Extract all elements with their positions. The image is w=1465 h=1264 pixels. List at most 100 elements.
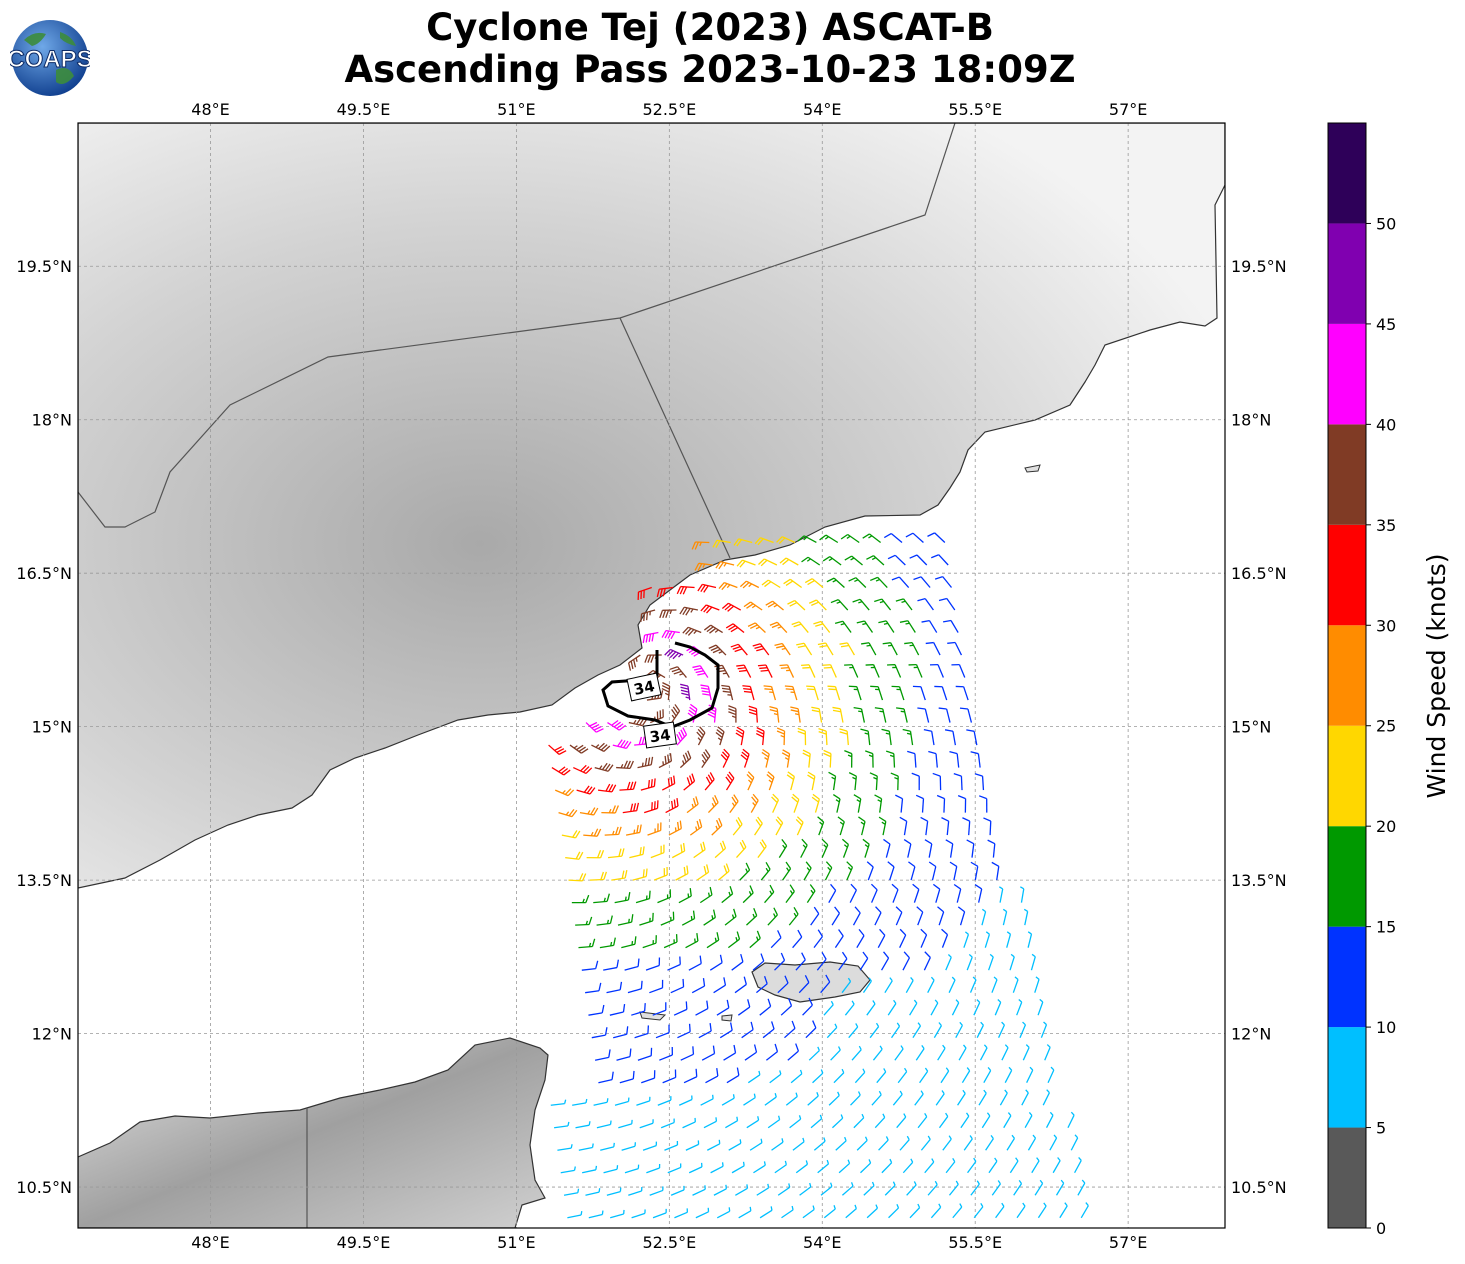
wind-barb [659,609,677,619]
wind-barb [698,1023,712,1039]
wind-barb [760,862,771,881]
wind-barb [912,1022,922,1039]
wind-barb [902,1158,914,1174]
wind-barb [724,908,737,926]
wind-barb [649,979,664,994]
wind-barb [686,796,699,814]
wind-barb [695,1207,710,1219]
colorbar-tick-label: 35 [1376,516,1396,535]
wind-barb [719,1022,733,1039]
wind-barb [756,975,768,994]
wind-barb [663,934,678,949]
wind-barb [804,578,824,589]
wind-barb [891,685,905,701]
wind-barb [834,620,852,633]
arabian-peninsula [78,123,1225,889]
colorbar-bin [1328,323,1366,425]
wind-barb [721,602,742,612]
wind-barb [746,1116,760,1129]
wind-barb [581,960,599,971]
wind-barb [613,1026,629,1039]
wind-barb [664,648,684,660]
wind-barb [866,1000,876,1016]
wind-radius-label: 34 [643,721,677,749]
wind-barb [1027,1134,1037,1151]
wind-barb [813,1137,826,1151]
wind-barb [1009,953,1015,971]
wind-barb [820,1182,833,1196]
wind-barb [827,685,841,701]
wind-barb [767,907,778,926]
lon-tick-label: 52.5°E [642,1233,696,1252]
wind-barb [678,888,692,904]
wind-barb [680,1046,695,1061]
wind-barb [688,955,702,971]
wind-barb [554,788,575,797]
wind-barb [1001,1044,1009,1061]
wind-barb [764,884,775,904]
wind-barb [609,1003,626,1016]
wind-barb [726,1067,740,1084]
wind-barb [752,643,770,656]
wind-barb [967,1157,977,1174]
wind-barb [912,685,926,701]
wind-barb [778,838,788,858]
wind-barb [708,644,727,656]
wind-barb [774,642,791,656]
wind-barb [661,629,680,640]
wind-barb [887,861,895,881]
wind-barb [835,1136,847,1151]
wind-barb [934,575,953,588]
wind-barb [749,1138,763,1151]
wind-barb [924,1158,935,1174]
wind-radius-label: 34 [626,672,662,702]
colorbar-tick-label: 30 [1376,616,1396,635]
wind-barb [852,906,861,926]
wind-barb [679,606,699,616]
wind-barb [997,1021,1006,1038]
lat-tick-label: 12°N [32,1025,72,1044]
wind-barb [984,931,991,948]
colorbar-tick-label: 25 [1376,717,1396,736]
colorbar-bin [1328,1127,1366,1228]
wind-barb [821,838,829,858]
wind-barb [832,706,844,723]
wind-barb [985,1134,994,1151]
wind-barb [736,839,747,859]
wind-barb [983,1067,992,1084]
wind-barb [930,1203,942,1219]
wind-barb [816,952,827,971]
wind-barb [678,1095,693,1106]
wind-barb [934,685,948,701]
wind-barb [619,781,637,791]
wind-barb [691,978,706,994]
wind-barb [649,1186,664,1196]
lon-tick-label: 55.5°E [948,1233,1002,1252]
wind-barb [639,1119,654,1129]
wind-barb [642,631,659,644]
wind-barb [706,932,720,949]
wind-barb [683,773,696,791]
wind-barb [927,976,935,993]
wind-barb [783,578,803,589]
wind-barb [953,772,963,791]
wind-barb [838,951,848,971]
wind-barb [701,1045,716,1061]
wind-barb [845,1204,857,1219]
wind-barb [960,1112,970,1129]
wind-barb [895,906,903,926]
wind-barb [558,809,578,818]
wind-barb [805,1020,817,1039]
wind-barb [859,951,869,971]
wind-barb [948,976,956,993]
wind-barb [951,999,960,1016]
wind-barb [812,1069,824,1084]
wind-barb [582,1165,598,1174]
wind-barb [655,1024,670,1039]
wind-barb [802,749,811,768]
wind-barb [610,1209,625,1219]
wind-barb [801,664,816,678]
wind-barb [872,1045,883,1061]
wind-barb [774,1160,787,1174]
wind-barb [860,728,871,746]
